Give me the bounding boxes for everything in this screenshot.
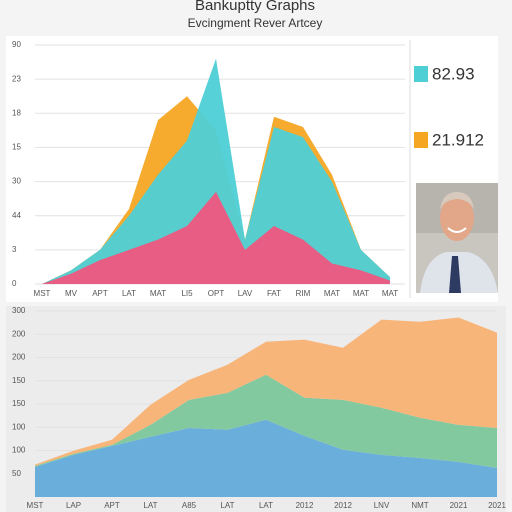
subtitle: Evcingment Rever Artcey — [188, 16, 323, 30]
area — [42, 58, 390, 285]
y-tick-label: 100 — [12, 446, 26, 455]
x-tick-label: 2012 — [334, 501, 352, 510]
y-tick-label: 3 — [12, 245, 17, 254]
x-tick-label: LAP — [66, 501, 81, 510]
x-tick-label: 2012 — [296, 501, 314, 510]
x-tick-label: LAT — [220, 501, 234, 510]
x-tick-label: NMT — [411, 501, 428, 510]
y-tick-label: 300 — [12, 306, 26, 315]
chart: 50 100 100 150 150 200 200 300 MST LAP APT LAT A85 LA… — [12, 306, 506, 510]
x-tick-label: OPT — [208, 289, 225, 298]
y-tick-label: 150 — [12, 376, 26, 385]
x-tick-label: RIM — [296, 289, 311, 298]
x-tick-label: A85 — [182, 501, 197, 510]
x-tick-label: MV — [65, 289, 78, 298]
y-tick-label: 50 — [12, 469, 21, 478]
y-tick-label: 18 — [12, 108, 21, 117]
y-tick-label: 23 — [12, 74, 21, 83]
x-tick-label: APT — [92, 289, 108, 298]
y-tick-label: 44 — [12, 211, 21, 220]
x-tick-label: MAT — [150, 289, 166, 298]
y-tick-label: 15 — [12, 143, 21, 152]
x-tick-label: MAT — [324, 289, 340, 298]
x-tick-label: LI5 — [181, 289, 193, 298]
area — [35, 419, 497, 497]
y-tick-label: 200 — [12, 329, 26, 338]
x-tick-label: LNV — [374, 501, 390, 510]
y-tick-label: 150 — [12, 399, 26, 408]
x-tick-label: 2021 — [450, 501, 468, 510]
stat-swatch — [414, 132, 428, 148]
stat-swatch — [414, 66, 428, 82]
chart: 0 3 44 30 15 18 23 90 MST MV APT LAT MAT LI5 OPT LAV FAT… — [12, 40, 405, 298]
x-tick-label: FAT — [267, 289, 281, 298]
y-tick-label: 100 — [12, 422, 26, 431]
x-tick-label: 2021 — [488, 501, 506, 510]
stat-value: 21.912 — [432, 130, 484, 149]
y-tick-label: 90 — [12, 40, 21, 49]
x-tick-label: LAT — [259, 501, 273, 510]
y-tick-label: 0 — [12, 279, 17, 288]
y-tick-label: 30 — [12, 177, 21, 186]
x-tick-label: APT — [104, 501, 120, 510]
x-tick-label: LAV — [238, 289, 253, 298]
area — [35, 317, 497, 466]
x-tick-label: LAT — [143, 501, 157, 510]
x-tick-label: LAT — [122, 289, 136, 298]
x-tick-label: MAT — [382, 289, 398, 298]
x-tick-label: MAT — [353, 289, 369, 298]
stat-value: 82.93 — [432, 64, 475, 83]
x-tick-label: MST — [34, 289, 51, 298]
area — [42, 191, 390, 284]
area — [35, 374, 497, 468]
y-tick-label: 200 — [12, 353, 26, 362]
x-tick-label: MST — [27, 501, 44, 510]
title: Bankuptty Graphs — [195, 0, 315, 14]
portrait — [416, 183, 498, 293]
